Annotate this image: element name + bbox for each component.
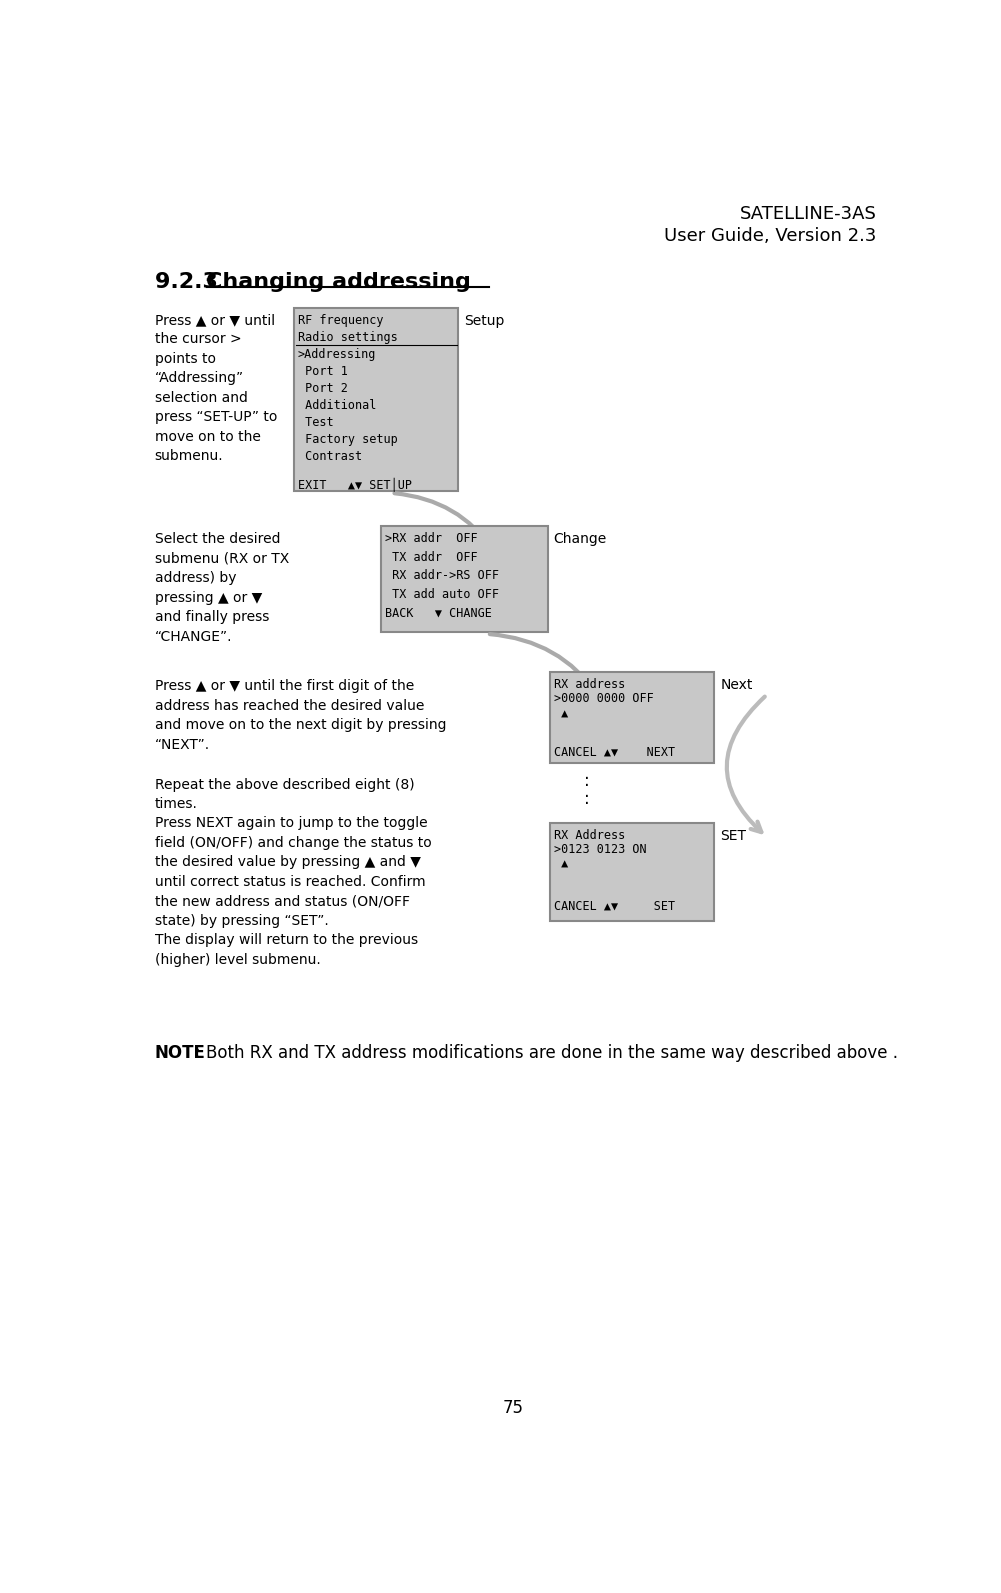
Text: Next: Next xyxy=(721,677,753,691)
Text: RX address: RX address xyxy=(554,677,625,691)
Text: SATELLINE-3AS: SATELLINE-3AS xyxy=(740,205,877,223)
Text: Port 1: Port 1 xyxy=(298,365,347,378)
Text: User Guide, Version 2.3: User Guide, Version 2.3 xyxy=(665,226,877,245)
Text: Additional: Additional xyxy=(298,400,376,413)
Text: Port 2: Port 2 xyxy=(298,382,347,395)
Text: RX addr->RS OFF: RX addr->RS OFF xyxy=(384,569,498,581)
Text: RX Address: RX Address xyxy=(554,828,625,841)
Text: Repeat the above described eight (8)
times.: Repeat the above described eight (8) tim… xyxy=(154,777,414,811)
Text: Press ▲ or ▼ until the first digit of the
address has reached the desired value
: Press ▲ or ▼ until the first digit of th… xyxy=(154,679,446,752)
Text: :: : xyxy=(584,790,590,808)
Text: Change: Change xyxy=(554,532,607,546)
Text: Press ▲ or ▼ until
the cursor >
points to
“Addressing”
selection and
press “SET-: Press ▲ or ▼ until the cursor > points t… xyxy=(154,312,277,464)
FancyArrowPatch shape xyxy=(394,494,493,551)
Text: Radio settings: Radio settings xyxy=(298,331,397,344)
FancyBboxPatch shape xyxy=(380,526,548,632)
Text: Changing addressing: Changing addressing xyxy=(206,272,471,292)
Text: BACK   ▼ CHANGE: BACK ▼ CHANGE xyxy=(384,607,491,620)
Text: NOTE: NOTE xyxy=(154,1045,205,1063)
Text: TX addr  OFF: TX addr OFF xyxy=(384,551,477,564)
Text: >Addressing: >Addressing xyxy=(298,349,376,362)
Text: RF frequency: RF frequency xyxy=(298,314,383,327)
Text: ▲: ▲ xyxy=(554,707,568,720)
Text: : Both RX and TX address modifications are done in the same way described above : : Both RX and TX address modifications a… xyxy=(195,1045,898,1063)
Text: EXIT   ▲▼ SET│UP: EXIT ▲▼ SET│UP xyxy=(298,478,412,492)
Text: >RX addr  OFF: >RX addr OFF xyxy=(384,532,477,545)
Text: >0000 0000 OFF: >0000 0000 OFF xyxy=(554,693,654,706)
Text: 9.2.3: 9.2.3 xyxy=(154,272,233,292)
Text: 75: 75 xyxy=(503,1399,524,1416)
Text: ▲: ▲ xyxy=(554,859,568,871)
FancyBboxPatch shape xyxy=(550,672,714,763)
Text: CANCEL ▲▼     SET: CANCEL ▲▼ SET xyxy=(554,900,675,913)
Text: Setup: Setup xyxy=(464,314,505,328)
Text: Factory setup: Factory setup xyxy=(298,433,397,446)
FancyArrowPatch shape xyxy=(489,634,598,696)
Text: Select the desired
submenu (RX or TX
address) by
pressing ▲ or ▼
and finally pre: Select the desired submenu (RX or TX add… xyxy=(154,532,289,644)
FancyBboxPatch shape xyxy=(550,822,714,921)
Text: Test: Test xyxy=(298,416,333,429)
FancyArrowPatch shape xyxy=(727,696,765,832)
Text: Contrast: Contrast xyxy=(298,449,362,464)
Text: >0123 0123 ON: >0123 0123 ON xyxy=(554,843,647,857)
FancyBboxPatch shape xyxy=(294,307,458,492)
Text: CANCEL ▲▼    NEXT: CANCEL ▲▼ NEXT xyxy=(554,746,675,758)
Text: TX add auto OFF: TX add auto OFF xyxy=(384,588,498,601)
Text: :: : xyxy=(584,771,590,790)
Text: Press NEXT again to jump to the toggle
field (ON/OFF) and change the status to
t: Press NEXT again to jump to the toggle f… xyxy=(154,816,431,967)
Text: SET: SET xyxy=(721,828,747,843)
